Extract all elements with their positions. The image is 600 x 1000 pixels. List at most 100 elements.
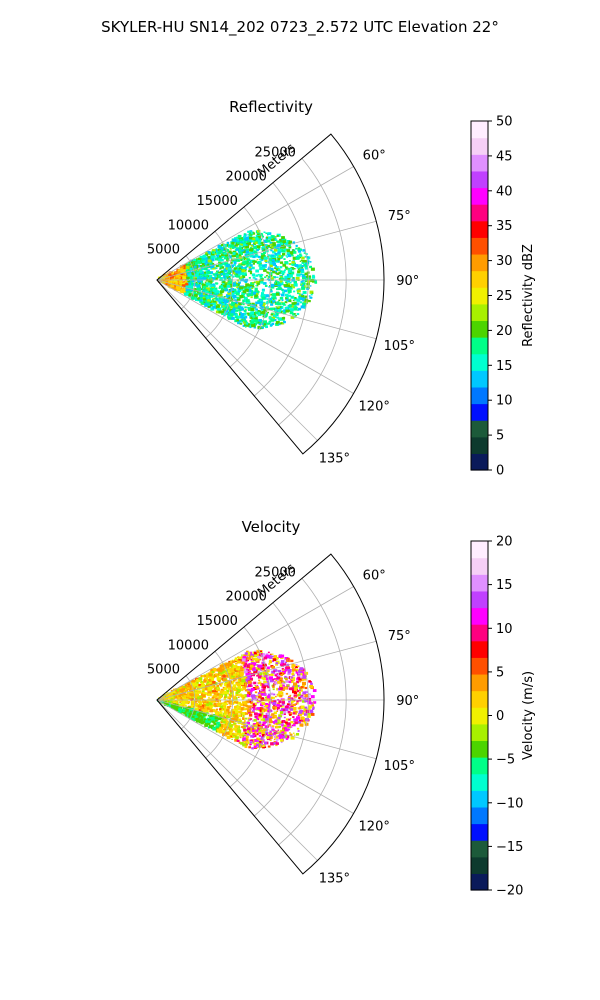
radar-gate [192, 296, 196, 299]
radar-gate [270, 269, 272, 272]
radar-gate [259, 266, 264, 271]
radar-gate [283, 319, 285, 321]
radar-gate [199, 679, 202, 682]
radar-gate [245, 322, 249, 325]
radar-gate [303, 300, 308, 304]
radar-gate [204, 281, 207, 283]
radar-gate [199, 299, 203, 302]
radar-gate [186, 272, 190, 276]
radar-gate [275, 322, 279, 326]
radar-gate [264, 684, 268, 687]
radar-gate [169, 278, 172, 280]
radar-gate [244, 320, 248, 323]
radar-gate [282, 270, 286, 274]
radar-gate [310, 267, 315, 271]
radar-gate [198, 275, 201, 278]
radar-gate [270, 277, 274, 280]
radar-gate [235, 693, 239, 697]
azimuth-gridline [156, 279, 318, 441]
radar-gate [280, 275, 283, 278]
radar-gate [278, 255, 282, 258]
radar-gate [164, 276, 169, 280]
radar-gate [239, 249, 242, 252]
radar-gate [285, 297, 289, 300]
radar-gate [246, 242, 251, 246]
radar-gate [213, 709, 216, 711]
radar-gate [302, 673, 306, 677]
radar-gate [254, 251, 258, 255]
radar-gate [215, 696, 218, 698]
radar-gate [256, 721, 260, 725]
radar-gate [264, 276, 267, 279]
radar-gate [241, 685, 245, 688]
radar-gate [261, 264, 266, 268]
colorbar-segment [471, 320, 488, 338]
radar-gate [223, 710, 226, 712]
radar-gate [230, 310, 235, 314]
radar-gate [289, 281, 292, 284]
radar-gate [182, 273, 185, 276]
radar-gate [199, 696, 203, 700]
radar-gate [226, 725, 229, 727]
radar-gate [239, 703, 242, 706]
radar-gate [261, 257, 265, 260]
radar-gate [217, 244, 222, 248]
radar-gate [287, 671, 291, 674]
radar-gate [234, 725, 238, 728]
radar-gate [273, 722, 277, 725]
radar-gate [185, 689, 188, 692]
radar-gate [279, 662, 282, 664]
radar-gate [170, 272, 173, 275]
radar-gate [204, 260, 209, 264]
radar-gate [234, 237, 237, 240]
radar-gate [266, 712, 270, 715]
radar-gate [234, 695, 237, 698]
radar-gate [195, 281, 198, 284]
radar-gate [251, 287, 253, 290]
radar-gate [232, 290, 235, 293]
radar-gate [222, 708, 225, 710]
radar-gate [205, 721, 208, 723]
radar-gate [265, 672, 269, 676]
radar-gate [259, 237, 262, 240]
radar-gate [210, 295, 214, 298]
radar-gate [251, 292, 254, 294]
radar-gate [249, 739, 254, 743]
radar-gate [261, 294, 266, 298]
radar-gate [298, 670, 303, 674]
radar-gate [272, 255, 277, 259]
radar-gate [279, 709, 282, 711]
radar-gate [236, 296, 240, 299]
radar-gate [275, 321, 280, 325]
radar-gate [272, 243, 276, 247]
radar-gate [234, 258, 238, 262]
radar-gate [235, 687, 239, 691]
radar-gate [230, 675, 233, 678]
radar-gate [266, 300, 270, 304]
radar-gate [200, 259, 204, 262]
radar-gate [186, 692, 190, 695]
radar-gate [272, 655, 274, 657]
radar-gate [259, 321, 263, 324]
radar-gate [189, 693, 193, 696]
radar-gate [287, 672, 291, 676]
colorbar-tick-label: 10 [496, 394, 513, 409]
radar-gate [260, 253, 263, 255]
colorbar-segment [471, 270, 488, 288]
radar-gate [199, 300, 202, 303]
radar-gate [271, 685, 274, 687]
radar-gate [271, 293, 274, 296]
radar-gate [247, 669, 250, 671]
radar-gate [266, 707, 270, 710]
radar-gate [167, 280, 172, 284]
radar-gate [185, 696, 189, 699]
radar-gate [250, 244, 254, 247]
radar-gate [297, 707, 301, 710]
radar-gate [267, 277, 270, 279]
radar-gate [215, 725, 219, 728]
radar-gate [190, 259, 195, 263]
radar-gate [267, 745, 271, 748]
radar-gate [243, 310, 247, 313]
radar-gate [242, 667, 246, 670]
radar-gate [246, 265, 249, 268]
